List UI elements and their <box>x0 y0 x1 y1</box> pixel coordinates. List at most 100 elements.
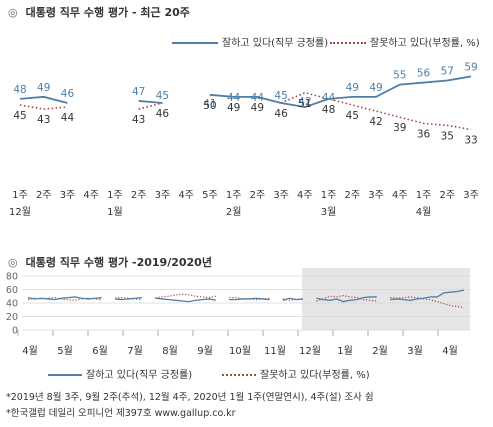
top-positive-data-label: 46 <box>61 88 75 100</box>
top-negative-series-line-2 <box>209 91 472 131</box>
top-positive-data-label: 59 <box>464 61 477 73</box>
bottom-positive-series-line-3 <box>229 297 270 301</box>
bottom-x-month-label: 12월 <box>299 345 321 357</box>
top-negative-data-label: 45 <box>346 110 359 122</box>
top-chart-title-text: 대통령 직무 수행 평가 - 최근 20주 <box>25 6 190 19</box>
top-negative-data-label: 39 <box>393 122 406 134</box>
top-x-tick-label: 4주 <box>297 190 313 201</box>
bottom-negative-series-line-5 <box>316 294 377 302</box>
legend-solid-line-icon <box>172 42 218 44</box>
bottom-x-month-label: 1월 <box>337 345 353 357</box>
bottom-x-month-label: 4월 <box>22 345 38 357</box>
top-positive-data-label: 55 <box>393 70 406 82</box>
top-negative-data-label: 46 <box>156 108 170 120</box>
top-negative-data-label: 35 <box>441 130 454 142</box>
top-positive-data-label: 57 <box>441 66 454 78</box>
bottom-x-month-label: 4월 <box>442 345 458 357</box>
top-negative-data-label: 49 <box>251 102 264 114</box>
top-positive-data-label: 41 <box>203 98 216 110</box>
top-negative-data-label: 50 <box>203 100 216 112</box>
bottom-legend-negative-label: 잘못하고 있다(부정률, %) <box>260 370 370 381</box>
legend-dotted-line-icon <box>330 42 366 44</box>
bottom-negative-series-line-6 <box>390 296 465 309</box>
top-positive-data-label: 49 <box>369 82 382 94</box>
bottom-legend-positive: 잘하고 있다(직무 긍정률) <box>48 366 192 381</box>
top-negative-data-label: 49 <box>227 102 240 114</box>
bottom-highlight-area <box>302 268 470 330</box>
bottom-y-tick-label: 60 <box>6 285 18 296</box>
top-x-tick-label: 4주 <box>178 190 194 201</box>
bottom-positive-series-line-1 <box>115 296 143 301</box>
bottom-positive-series-line-6 <box>390 289 465 301</box>
footnote-survey-skip: *2019년 8월 3주, 9월 2주(추석), 12월 4주, 2020년 1… <box>6 392 374 403</box>
title-bullet-icon-2: ◎ <box>8 256 18 269</box>
bottom-x-month-label: 9월 <box>197 345 213 357</box>
legend-dotted-line-icon-2 <box>222 374 256 376</box>
top-x-tick-label: 1주 <box>12 190 28 201</box>
top-positive-data-label: 49 <box>37 82 50 94</box>
top-positive-data-label: 47 <box>132 86 145 98</box>
top-x-tick-label: 2주 <box>345 190 361 201</box>
top-positive-data-label: 49 <box>346 82 359 94</box>
top-negative-data-label: 48 <box>322 104 335 116</box>
top-legend-positive-label: 잘하고 있다(직무 긍정률) <box>222 38 329 49</box>
top-x-month-label: 2월 <box>226 206 242 218</box>
bottom-negative-series-line-2 <box>155 293 216 299</box>
top-x-tick-label: 5주 <box>202 190 218 201</box>
top-negative-data-label: 33 <box>464 134 477 146</box>
bottom-positive-series-line-5 <box>316 296 377 303</box>
top-x-month-label: 1월 <box>107 206 123 218</box>
bottom-legend-positive-label: 잘하고 있다(직무 긍정률) <box>86 370 193 381</box>
bottom-y-tick-label: 80 <box>6 272 18 283</box>
top-legend-positive: 잘하고 있다(직무 긍정률) <box>172 34 328 49</box>
top-negative-data-label: 46 <box>274 108 288 120</box>
top-negative-data-label: 36 <box>417 128 431 140</box>
top-negative-data-label: 51 <box>298 98 311 110</box>
top-x-tick-label: 1주 <box>321 190 337 201</box>
top-positive-data-label: 45 <box>156 90 169 102</box>
bottom-x-month-label: 11월 <box>264 345 286 357</box>
top-positive-data-label: 56 <box>417 68 431 80</box>
top-x-tick-label: 3주 <box>273 190 289 201</box>
top-negative-series-line-0 <box>19 104 68 110</box>
top-negative-data-label: 44 <box>61 112 75 124</box>
bottom-y-tick-label: 20 <box>6 312 18 323</box>
bottom-x-month-label: 5월 <box>57 345 73 357</box>
top-x-tick-label: 4주 <box>83 190 99 201</box>
bottom-x-month-label: 8월 <box>162 345 178 357</box>
bottom-positive-series-line-2 <box>155 297 216 303</box>
top-legend-negative: 잘못하고 있다(부정률, %) <box>330 34 480 49</box>
top-x-tick-label: 2주 <box>439 190 455 201</box>
legend-solid-line-icon-2 <box>48 374 82 376</box>
bottom-x-month-label: 2월 <box>372 345 388 357</box>
bottom-line-chart: 80 60 40 20 0 4월 5월 6월 7월 8월 9월 10월 11월 12월 1월 2월 3월 4월 <box>6 268 470 357</box>
top-x-month-label: 12월 <box>9 206 31 218</box>
top-x-month-label: 3월 <box>321 206 337 218</box>
top-positive-data-label: 44 <box>322 92 336 104</box>
top-positive-series-line-1 <box>138 100 163 104</box>
top-chart-title: ◎ 대통령 직무 수행 평가 - 최근 20주 <box>8 4 190 20</box>
bottom-x-month-label: 3월 <box>407 345 423 357</box>
bottom-positive-series-line-4 <box>282 297 304 301</box>
footnote-source: *한국갤럽 데일리 오피니언 제397호 www.gallup.co.kr <box>6 408 236 419</box>
top-x-tick-label: 1주 <box>107 190 123 201</box>
top-negative-data-label: 42 <box>369 116 382 128</box>
top-positive-data-label: 44 <box>227 92 241 104</box>
bottom-y-tick-label: 0 <box>12 326 18 337</box>
top-x-tick-label: 4주 <box>392 190 408 201</box>
top-x-tick-label: 1주 <box>226 190 242 201</box>
top-negative-data-label: 43 <box>132 114 145 126</box>
top-x-tick-label: 3주 <box>368 190 384 201</box>
bottom-positive-series-line-0 <box>27 296 102 301</box>
bottom-legend-negative: 잘못하고 있다(부정률, %) <box>222 366 370 381</box>
top-x-tick-label: 3주 <box>463 190 479 201</box>
top-negative-series-line-1 <box>138 102 163 110</box>
top-x-tick-label: 1주 <box>416 190 432 201</box>
bottom-x-month-label: 10월 <box>229 345 251 357</box>
top-positive-series-line-0 <box>19 95 68 104</box>
bottom-y-tick-label: 40 <box>6 299 18 310</box>
top-x-month-label: 4월 <box>416 206 432 218</box>
top-x-tick-label: 3주 <box>60 190 76 201</box>
top-positive-data-label: 42 <box>298 96 311 108</box>
